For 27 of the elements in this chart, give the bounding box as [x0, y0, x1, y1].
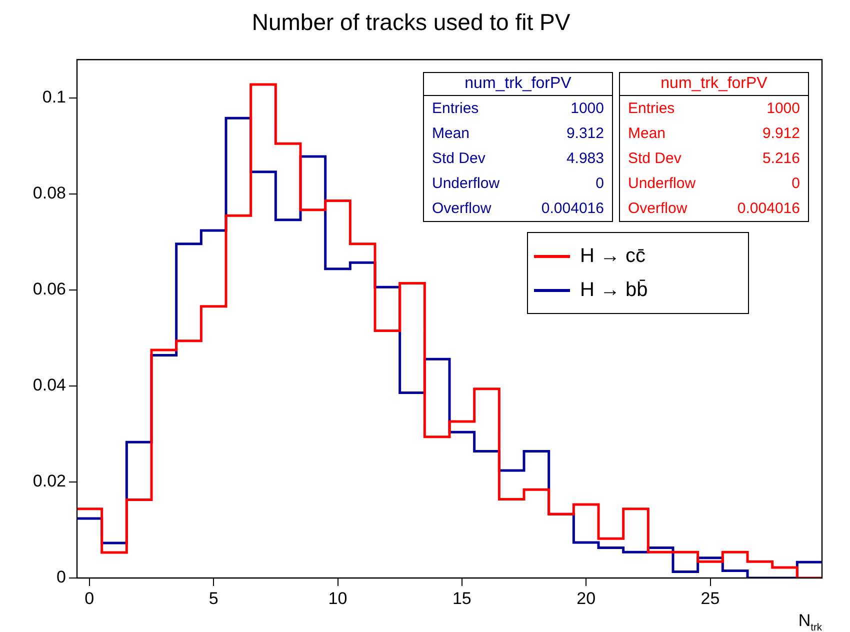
x-tick-label: 0: [84, 588, 94, 608]
legend-label: H → cc̄: [580, 244, 646, 268]
x-tick-label: 25: [700, 588, 720, 608]
text: Entries 1000: [432, 100, 604, 117]
text: Mean 9.312: [432, 125, 604, 142]
y-tick-label: 0.06: [32, 280, 66, 299]
text: Std Dev 5.216: [628, 150, 800, 167]
x-tick-label: 5: [208, 588, 218, 608]
text: Overflow 0.004016: [628, 200, 800, 217]
x-tick-label: 15: [452, 588, 472, 608]
annotation: num_trk_forPV: [424, 73, 612, 96]
text: Std Dev 4.983: [432, 150, 604, 167]
y-tick-label: 0.1: [42, 88, 66, 107]
chart-title: Number of tracks used to fit PV: [252, 9, 571, 36]
y-tick-label: 0.02: [32, 472, 66, 491]
text: Mean 9.912: [628, 125, 800, 142]
text: Underflow 0: [432, 175, 604, 192]
y-tick-label: 0.08: [32, 184, 66, 203]
x-tick-label: 20: [576, 588, 596, 608]
y-tick-label: 0.04: [32, 376, 66, 395]
x-tick-label: 10: [328, 588, 348, 608]
annotation: num_trk_forPV: [620, 73, 808, 96]
text: Underflow 0: [628, 175, 800, 192]
y-tick-label: 0: [56, 568, 66, 587]
text: Overflow 0.004016: [432, 200, 604, 217]
text: Entries 1000: [628, 100, 800, 117]
legend-label: H → bb̄: [580, 278, 648, 302]
